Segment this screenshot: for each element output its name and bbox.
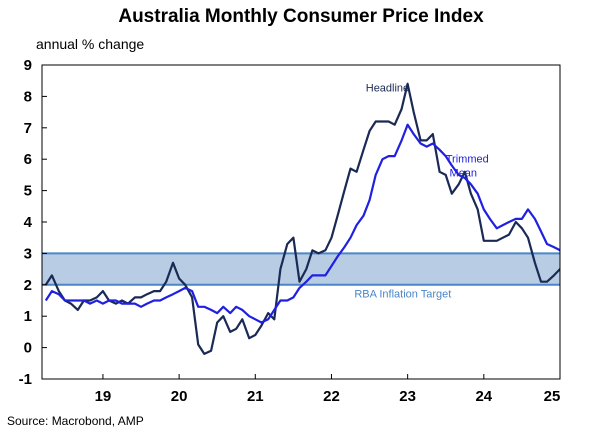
- y-tick-label: 3: [24, 245, 32, 262]
- annotation-label: Mean: [450, 167, 478, 179]
- x-tick-label: 21: [247, 388, 264, 405]
- y-tick-label: -1: [19, 371, 32, 388]
- series-line-trimmed-mean: [44, 123, 560, 324]
- x-tick-label: 20: [171, 388, 188, 405]
- y-tick-label: 1: [24, 308, 32, 325]
- y-axis-unit-label: annual % change: [36, 36, 145, 52]
- x-tick-label: 24: [475, 388, 492, 405]
- x-tick-label: 22: [323, 388, 340, 405]
- y-tick-label: 0: [24, 340, 32, 357]
- plot-frame: [41, 64, 561, 380]
- y-tick-label: 2: [24, 277, 32, 294]
- annotation-label: Trimmed: [446, 153, 489, 165]
- x-tick-label: 25: [544, 388, 561, 405]
- annotation-layer: Headline Trimmed Mean RBA Inflation Target: [354, 83, 488, 301]
- annotation-label: Headline: [366, 83, 409, 95]
- y-tick-label: 8: [24, 88, 32, 105]
- x-tick-label: 23: [399, 388, 416, 405]
- x-tick-label: 19: [95, 388, 112, 405]
- y-tick-label: 7: [24, 120, 32, 137]
- chart-title: Australia Monthly Consumer Price Index: [118, 6, 484, 27]
- series-layer: [44, 82, 560, 355]
- series-line-headline: [44, 82, 560, 355]
- y-tick-label: 4: [24, 214, 33, 231]
- y-tick-label: 9: [24, 57, 32, 74]
- source-note: Source: Macrobond, AMP: [7, 414, 144, 428]
- y-tick-label: 6: [24, 151, 32, 168]
- y-tick-label: 5: [24, 183, 32, 200]
- annotation-label: RBA Inflation Target: [354, 288, 451, 300]
